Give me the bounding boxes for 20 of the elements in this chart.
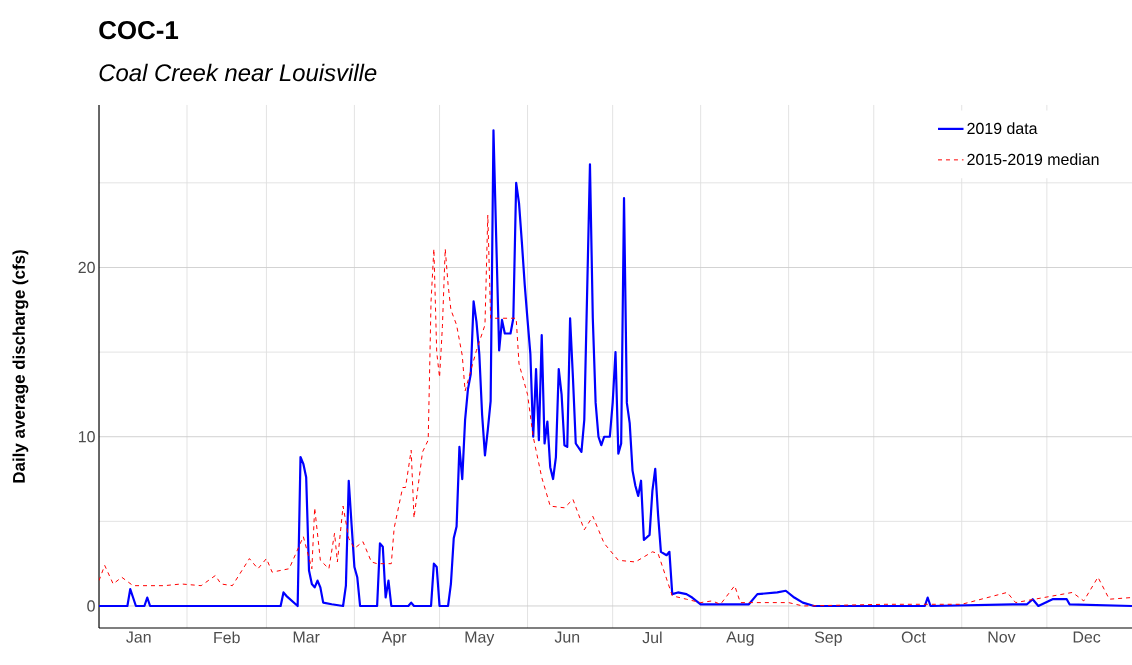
chart-subtitle: Coal Creek near Louisville: [99, 63, 377, 82]
x-tick-label: Aug: [726, 631, 754, 646]
x-tick-label: Dec: [1073, 631, 1101, 643]
y-tick-label: 10: [78, 431, 95, 443]
legend-label: 2019 data: [967, 122, 1038, 135]
y-axis-title: Daily average discharge (cfs): [12, 250, 29, 483]
x-tick-label: Jun: [554, 631, 580, 643]
x-tick-label: Mar: [293, 631, 320, 643]
chart-title: COC-1: [99, 20, 179, 40]
legend-label: 2015-2019 median: [967, 153, 1099, 166]
y-tick-label: 0: [87, 600, 95, 612]
x-tick-label: Sep: [814, 631, 842, 646]
y-tick-label: 20: [78, 261, 95, 274]
x-tick-label: Nov: [988, 631, 1016, 643]
x-tick-label: Jan: [126, 631, 151, 643]
x-tick-label: Feb: [214, 631, 240, 644]
x-tick-label: Oct: [901, 631, 926, 643]
x-tick-label: May: [465, 631, 495, 646]
x-tick-label: Jul: [642, 631, 662, 644]
x-tick-label: Apr: [381, 631, 407, 646]
